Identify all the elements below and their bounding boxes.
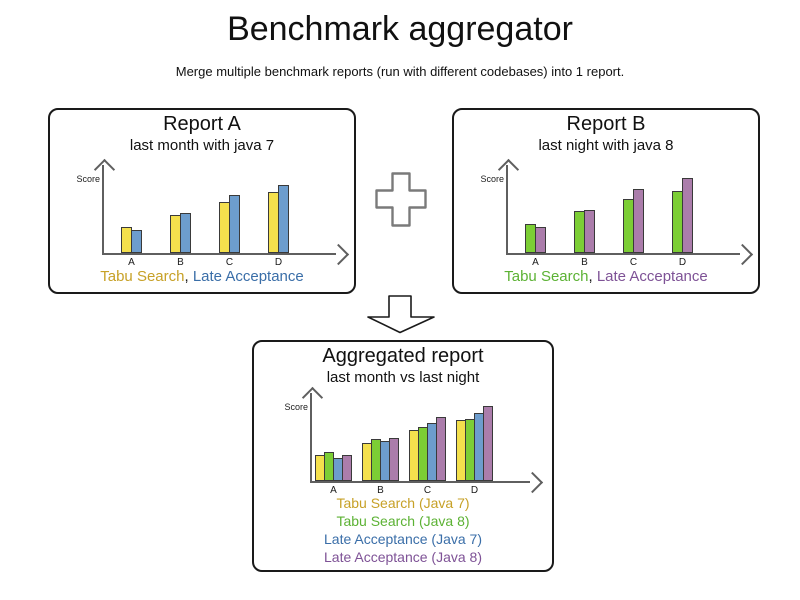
category-group-b: B	[574, 210, 595, 268]
x-axis	[102, 253, 336, 255]
category-label-d: D	[274, 257, 283, 268]
bar-late-acceptance-c	[633, 189, 644, 253]
category-group-d: D	[672, 178, 693, 268]
y-axis-label: Score	[76, 174, 100, 184]
bar-late-acceptance-d	[682, 178, 693, 253]
category-group-b: B	[170, 213, 191, 268]
report-b-chart: Score A B C D	[454, 158, 758, 268]
bar-late-acceptance-b	[180, 213, 191, 253]
bar-late-acceptance-a	[131, 230, 142, 253]
aggregated-legend: Tabu Search (Java 7) Tabu Search (Java 8)…	[254, 494, 552, 566]
category-label-a: A	[330, 485, 337, 496]
report-b-title: Report B	[566, 113, 646, 135]
bar-late-acceptance-java-8-a	[342, 455, 352, 481]
report-a-subtitle: last month with java 7	[129, 137, 275, 154]
category-label-b: B	[377, 485, 384, 496]
category-group-d: D	[268, 185, 289, 268]
category-label-c: C	[423, 485, 432, 496]
page-title: Benchmark aggregator	[227, 10, 573, 48]
legend-entry-late-acceptance: Late Acceptance	[192, 268, 304, 285]
category-group-c: C	[409, 417, 446, 496]
bar-groups: A B C D	[121, 185, 289, 268]
aggregated-report-title: Aggregated report	[322, 345, 484, 367]
category-group-a: A	[121, 227, 142, 268]
category-label-a: A	[532, 257, 539, 268]
category-group-c: C	[219, 195, 240, 268]
category-label-b: B	[581, 257, 588, 268]
y-axis	[506, 165, 508, 255]
y-axis	[310, 393, 312, 483]
y-axis-label: Score	[480, 174, 504, 184]
category-group-c: C	[623, 189, 644, 268]
bar-late-acceptance-java-8-b	[389, 438, 399, 481]
report-b-subtitle: last night with java 8	[538, 137, 674, 154]
legend-entry-late-acceptance-java-7: Late Acceptance (Java 7)	[324, 531, 482, 547]
report-a-title: Report A	[163, 113, 241, 135]
bar-late-acceptance-java-8-d	[483, 406, 493, 481]
category-label-c: C	[225, 257, 234, 268]
legend-separator: ,	[588, 268, 597, 285]
legend-entry-tabu-search: Tabu Search	[504, 268, 589, 285]
report-b-panel: Report B last night with java 8 Score A B C…	[452, 108, 760, 294]
legend-entry-late-acceptance-java-8: Late Acceptance (Java 8)	[324, 549, 482, 565]
x-axis	[506, 253, 740, 255]
category-label-d: D	[678, 257, 687, 268]
bar-late-acceptance-a	[535, 227, 546, 253]
category-group-d: D	[456, 406, 493, 496]
category-label-d: D	[470, 485, 479, 496]
report-a-chart: Score A B C D	[50, 158, 354, 268]
legend-separator: ,	[184, 268, 193, 285]
category-group-a: A	[525, 224, 546, 268]
x-axis	[310, 481, 530, 483]
category-label-c: C	[629, 257, 638, 268]
aggregated-report-panel: Aggregated report last month vs last nig…	[252, 340, 554, 572]
bar-late-acceptance-d	[278, 185, 289, 253]
aggregated-chart: Score A B C D	[254, 386, 552, 496]
category-group-b: B	[362, 438, 399, 496]
legend-entry-tabu-search-java-8: Tabu Search (Java 8)	[336, 513, 470, 529]
plus-icon	[375, 172, 427, 227]
x-axis-arrowhead	[327, 243, 350, 266]
category-label-b: B	[177, 257, 184, 268]
x-axis-arrowhead	[521, 471, 544, 494]
report-b-legend: Tabu Search, Late Acceptance	[454, 268, 758, 285]
aggregated-report-subtitle: last month vs last night	[326, 369, 480, 386]
arrow-down-icon	[367, 295, 435, 334]
report-a-panel: Report A last month with java 7 Score A B C…	[48, 108, 356, 294]
category-label-a: A	[128, 257, 135, 268]
bar-late-acceptance-java-8-c	[436, 417, 446, 481]
bar-groups: A B C D	[525, 178, 693, 268]
y-axis	[102, 165, 104, 255]
page-subtitle: Merge multiple benchmark reports (run wi…	[175, 64, 625, 79]
x-axis-arrowhead	[731, 243, 754, 266]
legend-entry-late-acceptance: Late Acceptance	[596, 268, 708, 285]
y-axis-label: Score	[284, 402, 308, 412]
category-group-a: A	[315, 452, 352, 496]
bar-late-acceptance-b	[584, 210, 595, 253]
bar-late-acceptance-c	[229, 195, 240, 253]
legend-entry-tabu-search-java-7: Tabu Search (Java 7)	[336, 495, 470, 511]
legend-entry-tabu-search: Tabu Search	[100, 268, 185, 285]
report-a-legend: Tabu Search, Late Acceptance	[50, 268, 354, 285]
bar-groups: A B C D	[315, 406, 493, 496]
